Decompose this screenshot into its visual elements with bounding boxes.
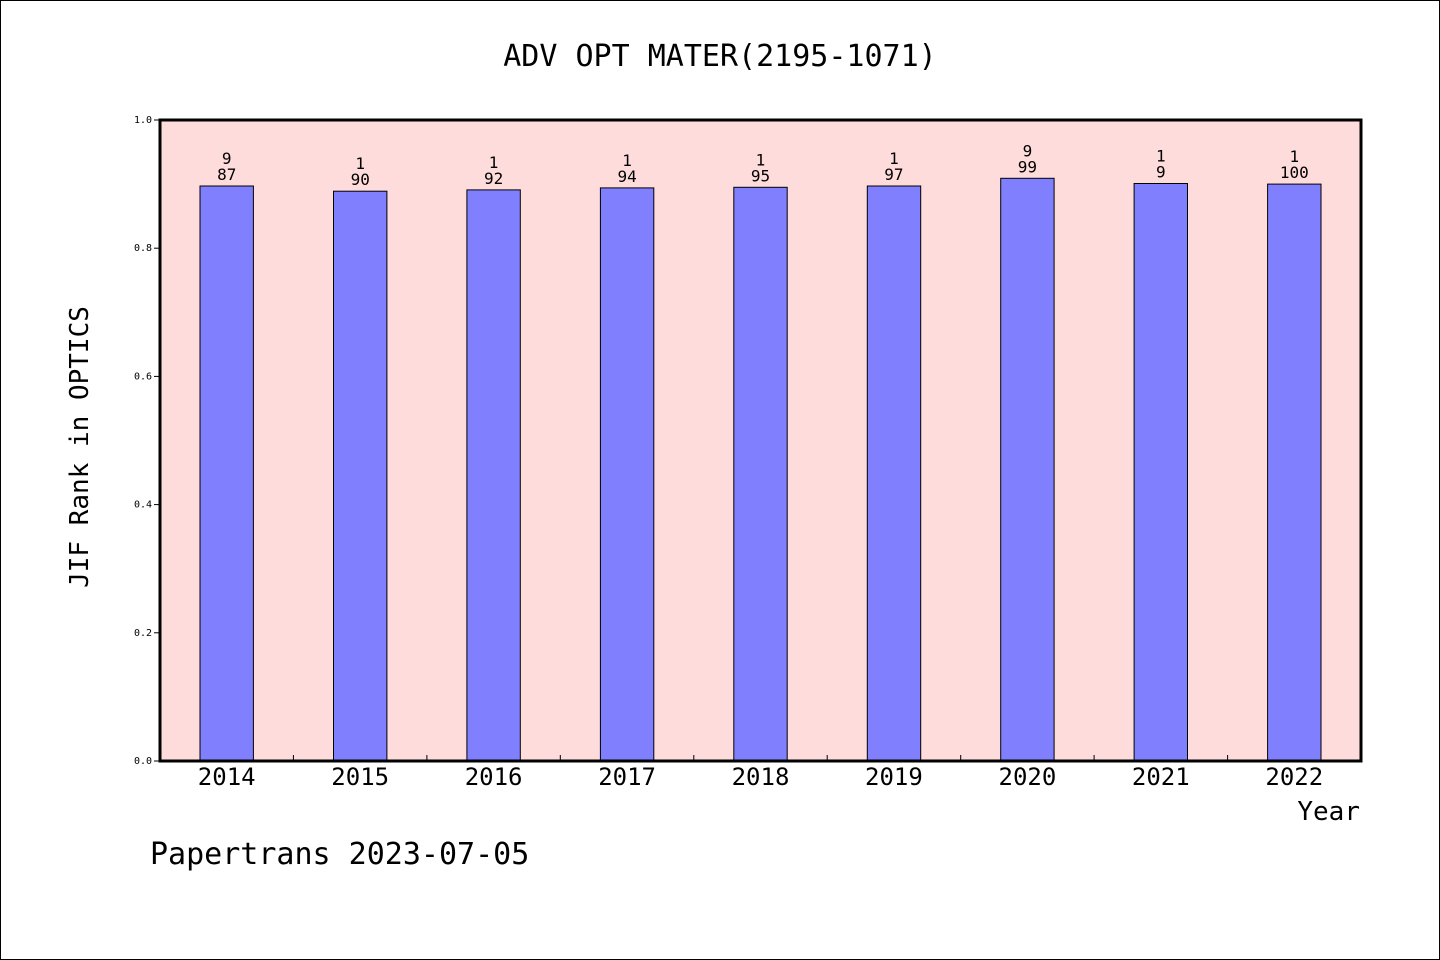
- bar-2018: [733, 186, 788, 762]
- bar-label-2016-line2: 92: [484, 169, 503, 188]
- x-axis: 2014 2015 2016 2017 2018 2019 2020 2021 2022: [198, 755, 1323, 791]
- x-tick-label-2014: 2014: [198, 763, 256, 791]
- bar-label-2020-line2: 99: [1018, 157, 1037, 176]
- bar-2020: [1000, 177, 1055, 762]
- bar-2022: [1267, 183, 1322, 762]
- bar-label-2020-line1: 9: [1023, 141, 1033, 160]
- x-tick-label-2018: 2018: [732, 763, 790, 791]
- bar-label-2021-line1: 1: [1156, 147, 1166, 166]
- bar-label-2015-line1: 1: [355, 154, 365, 173]
- bar-label-2019-line2: 97: [884, 165, 903, 184]
- y-tick-label-0.6: 0.6: [134, 371, 152, 382]
- bar-label-2022-line2: 100: [1280, 163, 1309, 182]
- bar-label-2018-line1: 1: [756, 150, 766, 169]
- bar-label-2021-line2: 9: [1156, 163, 1166, 182]
- bar-2015: [333, 190, 388, 762]
- x-tick-label-2020: 2020: [999, 763, 1057, 791]
- x-tick-label-2019: 2019: [865, 763, 923, 791]
- plot-border: [158, 118, 1363, 763]
- bars-layer: [199, 177, 1322, 762]
- y-tick-label-0.4: 0.4: [134, 500, 152, 511]
- bar-label-2022-line1: 1: [1289, 147, 1299, 166]
- y-axis: 0.0 0.2 0.4 0.6 0.8 1.0: [134, 115, 160, 767]
- y-tick-label-0.0: 0.0: [134, 756, 152, 767]
- bar-label-2014-line1: 9: [222, 149, 232, 168]
- bar-label-2016-line1: 1: [489, 153, 499, 172]
- bar-2016: [466, 189, 521, 762]
- chart-title: ADV OPT MATER(2195-1071): [503, 39, 936, 74]
- footer-date-stamp: Papertrans 2023-07-05: [150, 837, 529, 872]
- bar-label-2017-line1: 1: [622, 151, 632, 170]
- bar-label-2017-line2: 94: [617, 167, 636, 186]
- bar-2017: [599, 187, 655, 762]
- bar-label-2019-line1: 1: [889, 149, 899, 168]
- bar-label-2015-line2: 90: [351, 170, 370, 189]
- bar-2019: [866, 185, 922, 762]
- y-tick-label-0.2: 0.2: [134, 628, 152, 639]
- y-tick-label-0.8: 0.8: [134, 243, 152, 254]
- x-tick-label-2017: 2017: [598, 763, 656, 791]
- bar-label-2014-line2: 87: [217, 165, 236, 184]
- x-axis-label: Year: [1297, 797, 1360, 827]
- y-axis-label: JIF Rank in OPTICS: [65, 306, 95, 588]
- y-tick-label-1.0: 1.0: [134, 115, 152, 126]
- x-tick-label-2022: 2022: [1265, 763, 1323, 791]
- x-tick-label-2021: 2021: [1132, 763, 1190, 791]
- bar-2021: [1133, 183, 1188, 762]
- x-tick-label-2016: 2016: [465, 763, 523, 791]
- bar-label-2018-line2: 95: [751, 166, 770, 185]
- x-tick-label-2015: 2015: [331, 763, 389, 791]
- bar-2014: [199, 185, 254, 762]
